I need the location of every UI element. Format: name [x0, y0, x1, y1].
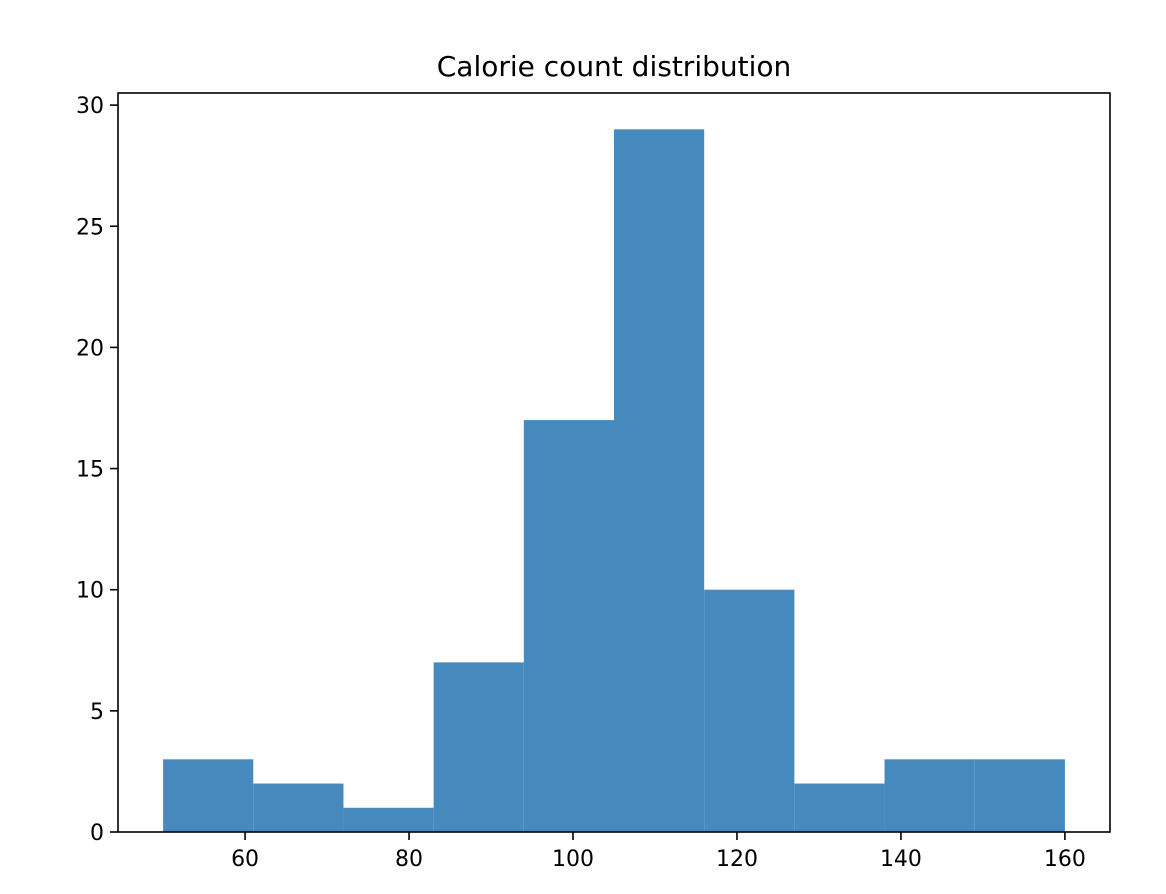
histogram-bar [253, 783, 344, 832]
chart-title: Calorie count distribution [437, 50, 792, 83]
y-tick-label: 20 [76, 336, 104, 361]
x-tick-label: 100 [552, 847, 594, 872]
y-axis-ticks: 0 5 10 15 20 25 30 [76, 94, 118, 846]
histogram-bar [433, 662, 524, 832]
y-tick-label: 25 [76, 215, 104, 240]
x-tick-label: 120 [716, 847, 758, 872]
histogram-bar [704, 589, 795, 832]
x-axis-ticks: 60 80 100 120 140 160 [231, 832, 1086, 872]
histogram-bar [884, 759, 975, 832]
histogram-bar [163, 759, 254, 832]
histogram-bar [614, 129, 705, 833]
bars-group [163, 129, 1065, 833]
histogram-bar [974, 759, 1065, 832]
y-tick-label: 15 [76, 458, 104, 483]
histogram-bar [343, 807, 434, 832]
x-tick-label: 140 [880, 847, 922, 872]
x-tick-label: 160 [1044, 847, 1086, 872]
x-tick-label: 60 [231, 847, 259, 872]
y-tick-label: 0 [90, 821, 104, 846]
histogram-bar [794, 783, 885, 832]
y-tick-label: 30 [76, 94, 104, 119]
y-tick-label: 5 [90, 700, 104, 725]
x-tick-label: 80 [395, 847, 423, 872]
y-tick-label: 10 [76, 579, 104, 604]
histogram-bar [523, 420, 614, 832]
plot-frame [117, 92, 1111, 833]
